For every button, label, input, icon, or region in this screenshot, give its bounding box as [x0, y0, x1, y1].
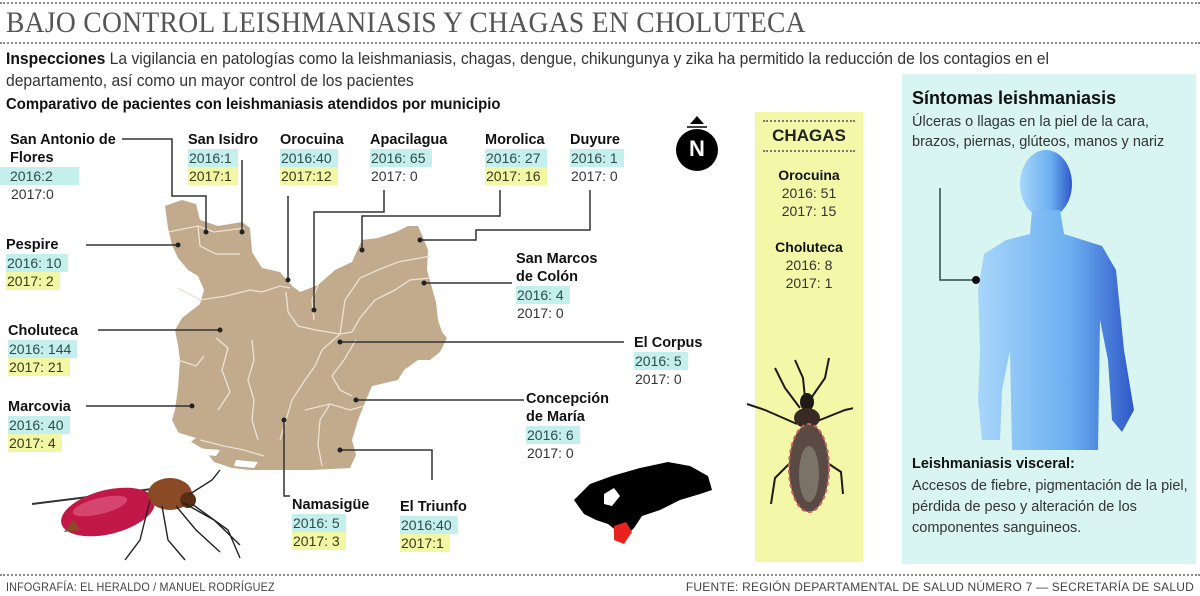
muni-name: El Triunfo	[400, 499, 467, 515]
symptoms-description: Úlceras o llagas en la piel de la cara, …	[912, 114, 1165, 150]
symptoms-panel: Síntomas leishmaniasis Úlceras o llagas …	[902, 74, 1196, 564]
muni-name: Duyure	[570, 132, 620, 148]
chagas-2016-value: 2016: 51	[781, 185, 837, 201]
muni-name: Concepción de María	[526, 391, 609, 425]
muni-san-antonio-de-flores: San Antonio de Flores 2016:2 2017:0	[0, 131, 130, 203]
muni-name: San Isidro	[188, 132, 259, 148]
chagas-item-choluteca: Choluteca 2016: 8 2017: 1	[755, 238, 863, 292]
title-rule	[0, 42, 1200, 44]
chagas-2017-value: 2017: 1	[785, 275, 833, 291]
muni-duyure: Duyure 2016: 1 2017: 0	[570, 131, 624, 185]
muni-san-marcos-de-colon: San Marcos de Colón 2016: 4 2017: 0	[516, 250, 626, 322]
leader-lines	[86, 138, 624, 497]
muni-2017-value: 2017: 0	[517, 305, 564, 321]
muni-name: Marcovia	[8, 399, 71, 415]
muni-2017-value: 2017: 4	[8, 434, 62, 452]
chart-subtitle: Comparativo de pacientes con leishmanias…	[6, 96, 501, 113]
muni-morolica: Morolica 2016: 27 2017: 16	[485, 131, 547, 185]
muni-2016-value: 2016: 40	[8, 416, 70, 434]
kissing-bug-illustration	[746, 357, 853, 513]
muni-el-corpus: El Corpus 2016: 5 2017: 0	[634, 334, 702, 388]
chagas-item-name: Orocuina	[778, 167, 840, 183]
muni-concepcion-de-maria: Concepción de María 2016: 6 2017: 0	[526, 390, 626, 462]
muni-orocuina: Orocuina 2016:40 2017:12	[280, 131, 344, 185]
muni-2016-value: 2016: 27	[485, 149, 547, 167]
symptoms-title: Síntomas leishmaniasis	[912, 88, 1117, 108]
muni-2016-value: 2016: 10	[6, 254, 68, 272]
honduras-locator-map	[574, 462, 712, 544]
muni-2016-value: 2016: 144	[8, 340, 78, 358]
muni-name: Pespire	[6, 237, 59, 253]
muni-el-triunfo: El Triunfo 2016:40 2017:1	[400, 498, 467, 552]
muni-2016-value: 2016:40	[400, 516, 458, 534]
mosquito-illustration	[31, 469, 241, 561]
chagas-item-name: Choluteca	[775, 239, 843, 255]
muni-name: Apacilagua	[370, 132, 448, 148]
page-title: BAJO CONTROL LEISHMANIASIS Y CHAGAS EN C…	[6, 6, 806, 39]
chagas-2017-value: 2017: 15	[781, 203, 837, 219]
north-compass-icon: N	[672, 110, 722, 175]
muni-name: Morolica	[485, 132, 545, 148]
intro-lead: Inspecciones	[6, 50, 106, 68]
human-figure-illustration	[939, 150, 1134, 450]
muni-2016-value: 2016: 65	[370, 149, 432, 167]
muni-2016-value: 2016:1	[188, 149, 238, 167]
muni-2017-value: 2017: 2	[6, 272, 60, 290]
chagas-item-orocuina: Orocuina 2016: 51 2017: 15	[755, 166, 863, 220]
infographic-credit: INFOGRAFÍA: EL HERALDO / MANUEL RODRÍGUE…	[6, 580, 275, 594]
muni-2016-value: 2016: 4	[516, 286, 570, 304]
muni-2016-value: 2016: 5	[634, 352, 688, 370]
muni-2016-value: 2016: 5	[292, 514, 346, 532]
muni-2017-value: 2017: 0	[527, 445, 574, 461]
intro-paragraph: Inspecciones La vigilancia en patologías…	[6, 48, 1137, 92]
muni-2017-value: 2017:1	[188, 167, 238, 185]
muni-2017-value: 2017:0	[11, 186, 54, 202]
muni-pespire: Pespire 2016: 10 2017: 2	[6, 236, 68, 290]
muni-apacilagua: Apacilagua 2016: 65 2017: 0	[370, 131, 447, 185]
muni-name: El Corpus	[634, 335, 703, 351]
muni-2016-value: 2016: 1	[570, 149, 624, 167]
map-markers	[175, 229, 427, 453]
muni-2017-value: 2017:12	[280, 167, 338, 185]
muni-name: Namasigüe	[292, 497, 370, 513]
footer-rule	[0, 574, 1200, 576]
muni-san-isidro: San Isidro 2016:1 2017:1	[188, 131, 258, 185]
muni-name: San Marcos de Colón	[516, 251, 598, 285]
visceral-title: Leishmaniasis visceral:	[912, 456, 1075, 472]
muni-2017-value: 2017: 0	[371, 168, 418, 184]
muni-2017-value: 2017: 16	[485, 167, 547, 185]
compass-label: N	[689, 136, 705, 161]
muni-2017-value: 2017: 3	[292, 532, 346, 550]
muni-2017-value: 2017: 21	[8, 358, 70, 376]
muni-name: San Antonio de Flores	[10, 132, 116, 166]
muni-2017-value: 2017: 0	[635, 371, 682, 387]
muni-name: Orocuina	[280, 132, 344, 148]
chagas-2016-value: 2016: 8	[785, 257, 833, 273]
muni-2017-value: 2017:1	[400, 534, 450, 552]
muni-marcovia: Marcovia 2016: 40 2017: 4	[8, 398, 71, 452]
department-map	[154, 200, 447, 470]
muni-choluteca: Choluteca 2016: 144 2017: 21	[8, 322, 78, 376]
chagas-title: CHAGAS	[763, 120, 855, 152]
source-credit: FUENTE: REGIÓN DEPARTAMENTAL DE SALUD NÚ…	[685, 580, 1194, 594]
muni-2016-value: 2016: 6	[526, 426, 580, 444]
visceral-description: Accesos de fiebre, pigmentación de la pi…	[912, 478, 1188, 536]
intro-text: La vigilancia en patologías como la leis…	[6, 50, 1050, 90]
choluteca-map	[31, 138, 712, 561]
muni-2017-value: 2017: 0	[571, 168, 618, 184]
muni-2016-value: 2016:2	[0, 167, 79, 185]
top-rule	[0, 2, 1200, 4]
chagas-panel: CHAGAS Orocuina 2016: 51 2017: 15 Cholut…	[746, 112, 863, 562]
muni-name: Choluteca	[8, 323, 79, 339]
muni-2016-value: 2016:40	[280, 149, 338, 167]
muni-namasigue: Namasigüe 2016: 5 2017: 3	[292, 496, 369, 550]
